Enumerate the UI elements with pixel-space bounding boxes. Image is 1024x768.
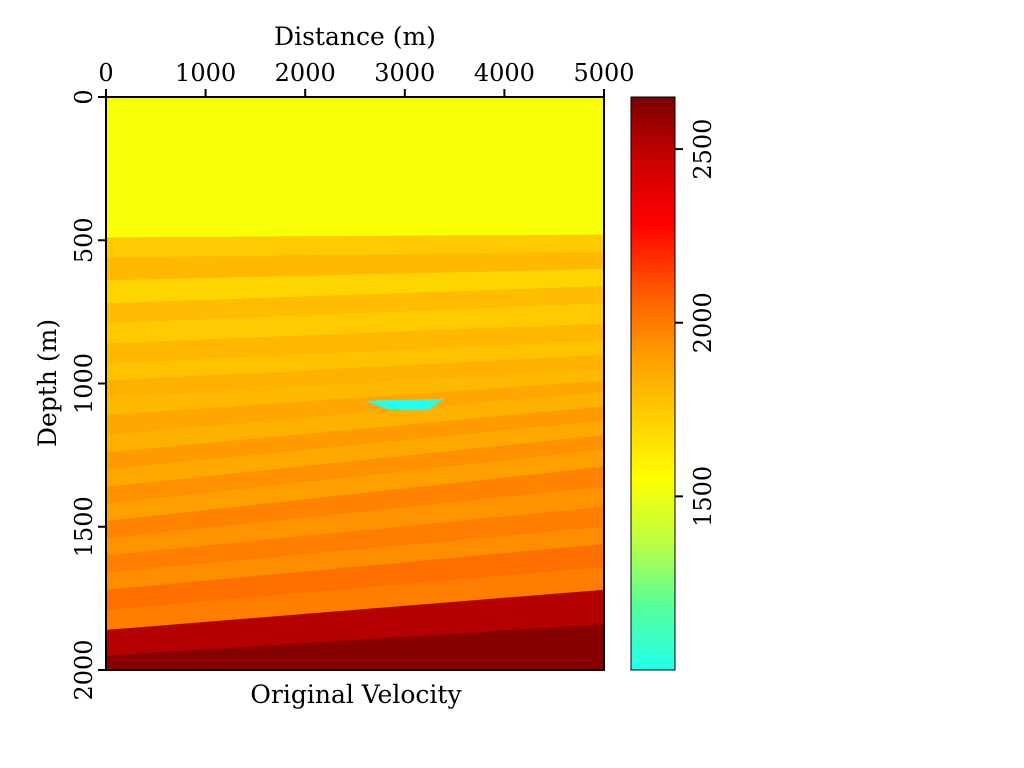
x-tick-label: 1000 [175,59,236,87]
colorbar-tick-label: 2500 [689,119,717,180]
y-axis-ticks: 0 500 1000 1500 2000 [70,89,106,701]
y-tick-label: 2000 [70,639,98,700]
velocity-anomaly [364,398,445,410]
x-tick-label: 4000 [474,59,535,87]
anomaly-lens [364,398,445,410]
y-tick-label: 500 [70,217,98,263]
colorbar-ticks: 1500 2000 2500 [675,119,717,527]
y-axis-label: Depth (m) [33,319,62,447]
chart-title: Original Velocity [250,680,462,709]
x-axis-label: Distance (m) [274,22,436,51]
y-tick-label: 0 [70,89,98,104]
x-tick-label: 5000 [573,59,634,87]
velocity-layer [106,624,604,670]
x-tick-label: 0 [98,59,113,87]
x-tick-label: 2000 [275,59,336,87]
x-axis-ticks: 0 1000 2000 3000 4000 5000 [98,59,635,97]
velocity-layers [106,97,604,670]
colorbar [630,96,676,671]
x-tick-label: 3000 [374,59,435,87]
y-tick-label: 1000 [70,353,98,414]
colorbar-tick-label: 2000 [689,292,717,353]
y-tick-label: 1500 [70,496,98,557]
colorbar-tick-label: 1500 [689,466,717,527]
